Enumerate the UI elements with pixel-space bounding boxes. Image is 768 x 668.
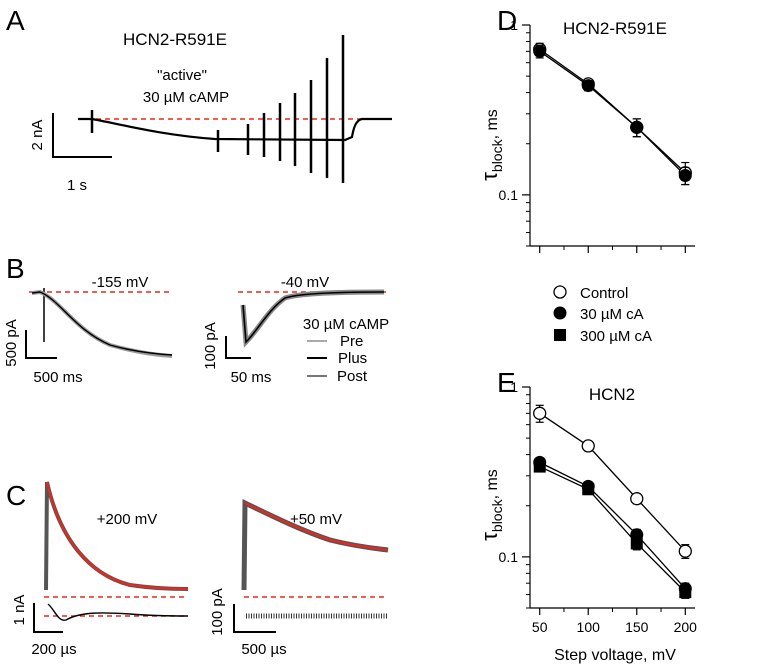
panel-a-condition-1: "active": [157, 67, 207, 84]
legend-marker-open-circle: [553, 285, 567, 299]
panel-a-condition-2: 30 µM cAMP: [143, 89, 229, 106]
data-point-30um: [533, 44, 547, 58]
legend-label-control: Control: [580, 285, 628, 302]
panel-b-right-voltage: -40 mV: [281, 274, 329, 291]
panel-a-test-pulses: [90, 35, 345, 183]
panel-d-plot: 10.1: [499, 17, 695, 253]
data-point-300um: [582, 483, 595, 496]
legend-label-30um: 30 µM cA: [580, 306, 644, 323]
panel-d-y-label: τblock, ms: [477, 109, 505, 181]
panel-a-scale-bar: [52, 113, 112, 158]
panel-c-left-scale-bar: [33, 603, 63, 633]
panel-a-trace: [78, 117, 392, 142]
series-line: [539, 465, 686, 593]
panel-a-letter: A: [6, 5, 25, 36]
legend-label-post: Post: [337, 368, 368, 385]
panel-d-letter: D: [497, 5, 517, 36]
panel-c-left-trace-fit: [45, 481, 189, 591]
x-tick-label: 150: [625, 619, 649, 635]
x-tick-label: 200: [674, 619, 698, 635]
series-line: [539, 412, 686, 552]
panel-c-left-residual: [47, 603, 189, 621]
panel-e-plot: 1 0.1 50 100 150 200: [499, 379, 698, 635]
series-line: [539, 461, 686, 590]
x-tick-label: 50: [532, 619, 548, 635]
data-point-30um: [581, 79, 595, 93]
panel-e-y-label: τblock, ms: [477, 469, 505, 541]
data-point-control: [533, 406, 547, 420]
y-tick-label: 0.1: [499, 187, 519, 203]
panel-b-legend-title: 30 µM cAMP: [303, 316, 389, 333]
data-point-control: [630, 492, 644, 506]
legend-label-pre: Pre: [340, 333, 363, 350]
legend-marker-filled-circle: [553, 306, 567, 320]
data-point-300um: [630, 537, 643, 550]
panel-e-x-label: Step voltage, mV: [554, 647, 676, 664]
legend-marker-filled-square: [554, 329, 566, 341]
y-tick-label: 1: [510, 379, 518, 395]
panel-b-right-scale-x: 50 ms: [231, 369, 272, 386]
legend-label-300um: 300 µM cA: [580, 328, 652, 345]
panel-b-left-trace-pre: [31, 289, 173, 358]
panel-c-left-scale-x: 200 µs: [31, 641, 76, 658]
panel-b: B -155 mV 500 pA 500 ms -40 mV 100 pA 50…: [3, 253, 389, 386]
panel-a-scale-x: 1 s: [67, 177, 87, 194]
panel-d: D HCN2-R591E τblock, ms 10.1: [477, 5, 695, 253]
panel-b-letter: B: [6, 253, 25, 284]
panel-b-left-trace-plus: [31, 291, 173, 356]
panel-c-right-trace-fit: [244, 502, 389, 552]
data-point-300um: [533, 460, 546, 473]
panel-a-title: HCN2-R591E: [123, 30, 227, 49]
panel-c-right-voltage: +50 mV: [290, 511, 342, 528]
data-point-30um: [678, 169, 692, 183]
panel-c-left-scale-y: 1 nA: [11, 595, 28, 626]
y-tick-label: 1: [510, 17, 518, 33]
panel-c-right-scale-x: 500 µs: [241, 641, 286, 658]
legend-label-plus: Plus: [338, 350, 367, 367]
panel-d-title: HCN2-R591E: [563, 19, 667, 38]
y-tick-label: 0.1: [499, 549, 519, 565]
panel-e-title: HCN2: [589, 385, 635, 404]
data-point-30um: [630, 120, 644, 134]
panel-c-left-voltage: +200 mV: [97, 511, 157, 528]
data-point-control: [581, 439, 595, 453]
panel-b-right-scale-bar: [225, 336, 251, 359]
panel-b-left-scale-x: 500 ms: [33, 369, 82, 386]
panel-a-scale-y: 2 nA: [29, 120, 46, 151]
panel-b-left-scale-bar: [25, 330, 57, 359]
panel-b-left-scale-y: 500 pA: [3, 319, 20, 367]
panel-b-right-trace-plus: [242, 291, 385, 344]
panel-c-letter: C: [6, 480, 26, 511]
panel-c-right-scale-bar: [233, 604, 276, 633]
data-point-300um: [679, 586, 692, 599]
panel-b-legend: Pre Plus Post: [307, 333, 368, 385]
panel-c: C +200 mV 1 nA 200 µs +50 mV 100 pA 500 …: [6, 480, 389, 658]
panel-e: E HCN2 τblock, ms 1 0.1 50 100 150 200 Step v…: [477, 367, 697, 664]
series-line: [539, 50, 686, 176]
x-tick-label: 100: [577, 619, 601, 635]
data-point-control: [678, 544, 692, 558]
panel-b-right-scale-y: 100 pA: [202, 322, 219, 370]
panel-a: A HCN2-R591E "active" 30 µM cAMP 2 nA 1 …: [6, 5, 392, 194]
panel-e-letter: E: [497, 367, 516, 398]
panel-de-legend: Control 30 µM cA 300 µM cA: [553, 285, 652, 345]
panel-c-right-scale-y: 100 pA: [209, 588, 226, 636]
panel-b-left-voltage: -155 mV: [92, 274, 149, 291]
